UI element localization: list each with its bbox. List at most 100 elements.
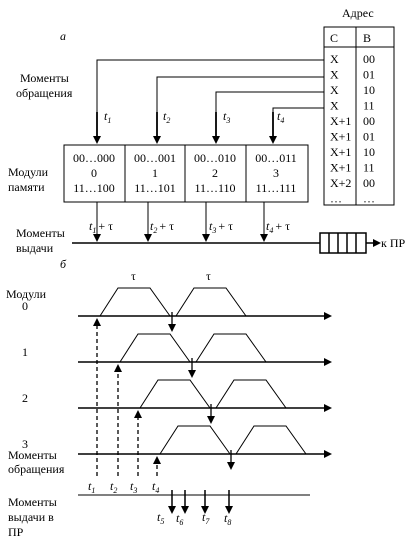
modules-frame [63,144,309,203]
access-time-label-0: t1 [104,109,111,125]
timeline-access-label-line1: Моменты [8,448,57,462]
module-3-top: 00…011 [255,151,297,165]
module-3-number: 3 [273,166,279,180]
access-pulse-2-1 [215,379,287,409]
access-pulse-1-0 [119,333,191,363]
module-0-top: 00…000 [73,151,115,165]
address-connections [96,59,324,140]
address-title: Адрес [342,6,374,20]
address-row-c: X [330,99,339,113]
address-row-c: X+1 [330,161,351,175]
timeline-modules-title: Модули [6,287,47,301]
access-label-line1: Моменты [20,71,69,85]
output-time-labels: t1 + τ t2 + τ t3 + τ t4 + τ [89,219,290,235]
module-2-bottom: 11…110 [194,181,235,195]
address-table-frame [323,26,395,206]
part-a: а Адрес C B X 00X 01X 10X 11X+1 00X+1 01X+1 10X… [8,6,405,255]
timeline-access-time-1: t2 [110,479,117,495]
timeline-access-time-3: t4 [152,479,159,495]
timeline-output-label-line3: ПР [8,525,24,539]
timeline-output-time-0: t5 [157,510,164,526]
timeline-access-label-line2: обращения [8,462,65,476]
timeline-module-number-3: 3 [22,437,28,451]
module-0-number: 0 [91,166,97,180]
output-time-label-3: t4 + τ [266,219,290,235]
access-time-label-2: t3 [223,109,230,125]
access-dashed-arrows [93,318,161,476]
address-row-c: X+1 [330,130,351,144]
address-col-c: C [330,31,338,45]
address-row-b: … [363,192,375,206]
access-pulse-3-0 [159,425,231,455]
output-arrows-timeline [168,312,235,514]
address-row-b: 11 [363,161,375,175]
address-row-c: X+1 [330,145,351,159]
module-0-bottom: 11…100 [73,181,115,195]
timeline-module-number-1: 1 [22,345,28,359]
tau-label-0: τ [131,269,136,283]
address-table: Адрес C B X 00 X 01 X 10 X 11 X+1 00 X+1 01 X+1 10 X+1… [323,6,395,206]
address-row-b: 10 [363,145,375,159]
module-1-top: 00…001 [134,151,176,165]
module-1-number: 1 [152,166,158,180]
to-cpu-label: к ПР [381,236,405,250]
module-3-bottom: 11…111 [256,181,297,195]
timeline-module-number-0: 0 [22,299,28,313]
access-pulse-1-1 [195,333,267,363]
address-row-b: 11 [363,99,375,113]
timeline-output-time-1: t6 [176,511,183,527]
timeline-output-label-line2: выдачи в [8,510,54,524]
address-row-b: 00 [363,114,375,128]
output-time-label-0: t1 + τ [89,219,113,235]
access-pulse-0-0 [99,287,171,317]
access-time-label-3: t4 [277,109,284,125]
address-row-c: X [330,68,339,82]
access-pulse-3-1 [235,425,307,455]
timeline-output-label-line1: Моменты [8,495,57,509]
address-row-c: X+2 [330,176,351,190]
address-rows: X 00X 01X 10X 11X+1 00X+1 01X+1 10X+1 11X+2 00…… [330,52,375,206]
timeline-output-time-2: t7 [202,510,210,526]
access-pulses [99,287,307,455]
module-2-number: 2 [212,166,218,180]
address-row-c: … [330,192,342,206]
address-row-b: 00 [363,176,375,190]
modules-label-line1: Модули [8,165,49,179]
connection-module-0 [96,59,324,140]
timeline-axes [78,312,332,458]
module-2-top: 00…010 [194,151,236,165]
output-time-label-2: t3 + τ [209,219,233,235]
address-row-b: 01 [363,130,375,144]
access-label-line2: обращения [16,86,73,100]
address-row-b: 01 [363,68,375,82]
output-label-line2: выдачи [16,241,54,255]
module-1-bottom: 11…101 [134,181,176,195]
access-pulse-2-0 [139,379,211,409]
part-a-label: а [60,29,66,43]
address-col-b: B [363,31,371,45]
timeline-module-number-2: 2 [22,391,28,405]
access-pulse-0-1 [175,287,247,317]
output-time-label-1: t2 + τ [150,219,174,235]
timeline-access-time-2: t3 [130,479,137,495]
address-row-b: 10 [363,83,375,97]
tau-label-1: τ [206,269,211,283]
modules-label-line2: памяти [8,180,45,194]
access-arrows [93,112,277,144]
access-time-label-1: t2 [163,109,170,125]
timeline-labels: 0 1 2 3 τ τ t1 t2 t3 t4 t5 t6 t7 t8 [22,269,231,527]
output-arrows [93,202,268,242]
output-buffer [319,232,381,254]
address-row-c: X [330,52,339,66]
timeline-access-time-0: t1 [88,479,95,495]
part-b-label: б [60,257,67,271]
address-row-c: X [330,83,339,97]
output-label-line1: Моменты [16,226,65,240]
address-row-b: 00 [363,52,375,66]
timeline-output-time-3: t8 [224,511,231,527]
connection-module-2 [215,91,324,140]
